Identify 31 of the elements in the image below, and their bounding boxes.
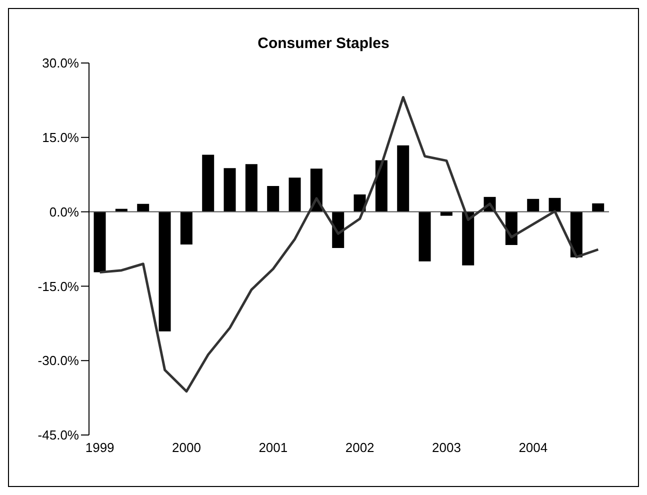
x-tick-label: 2001: [258, 440, 288, 456]
bar: [418, 212, 431, 262]
x-tick-label: 2003: [432, 440, 461, 456]
bar: [527, 198, 540, 212]
y-tick-label: 30.0%: [42, 56, 80, 71]
y-tick-label: 15.0%: [42, 130, 80, 146]
bar: [245, 164, 258, 212]
bar: [94, 212, 106, 272]
bar: [158, 212, 171, 332]
chart-title: Consumer Staples: [256, 35, 390, 54]
x-tick-label: 2002: [345, 440, 374, 456]
bar: [570, 212, 582, 258]
x-tick-label: 1999: [85, 440, 114, 456]
bar: [202, 154, 214, 212]
y-tick-label: -30.0%: [38, 353, 80, 368]
y-tick-label: -45.0%: [38, 428, 80, 443]
bar: [288, 178, 301, 212]
x-tick-label: 2004: [518, 440, 548, 456]
bar: [267, 186, 280, 212]
bar: [224, 168, 236, 212]
bar: [397, 145, 410, 212]
x-tick-label: 2000: [172, 440, 201, 456]
y-tick-label: -15.0%: [38, 278, 80, 294]
bar: [548, 198, 561, 212]
bar: [375, 160, 388, 212]
bar: [137, 204, 150, 212]
bar: [462, 212, 474, 266]
bar: [180, 212, 192, 245]
bar: [592, 203, 604, 212]
y-tick-label: 0.0%: [49, 204, 80, 220]
line-series: [98, 96, 600, 393]
